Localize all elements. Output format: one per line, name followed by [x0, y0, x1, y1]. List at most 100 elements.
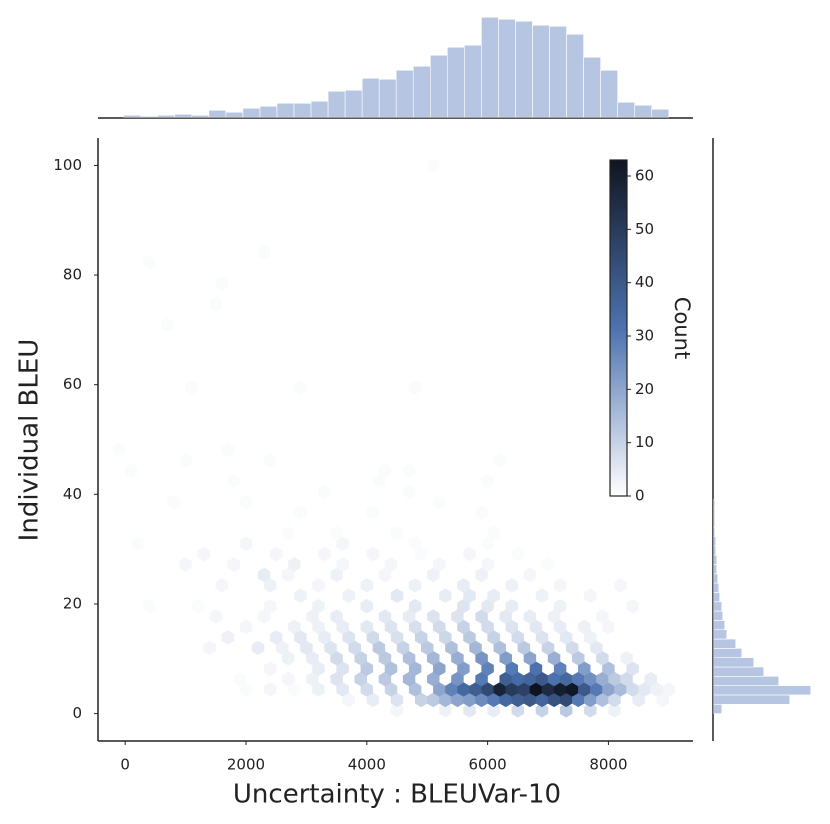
hex-cell	[276, 640, 289, 656]
hex-cell	[342, 588, 355, 603]
hex-cell	[457, 619, 470, 635]
hex-cell	[614, 682, 627, 697]
hex-cell	[578, 682, 591, 697]
right-hist-bar	[713, 620, 726, 631]
hex-cell	[360, 598, 374, 614]
hex-cell	[517, 682, 531, 697]
hex-cell	[251, 640, 265, 656]
hex-cell	[366, 505, 380, 520]
right-hist-bar	[713, 638, 737, 649]
hex-cell	[414, 630, 428, 645]
hex-cell	[626, 682, 639, 697]
hex-cell	[179, 453, 192, 468]
top-hist-bar	[242, 107, 261, 118]
hex-cell	[608, 703, 621, 718]
hex-cell	[408, 536, 422, 551]
hex-cell	[312, 661, 325, 676]
colorbar-tick-label: 0	[635, 487, 645, 505]
hex-cell	[179, 557, 192, 572]
hex-cell	[269, 546, 283, 562]
hex-cell	[288, 557, 301, 572]
hex-cell	[529, 682, 543, 697]
hex-cell	[602, 661, 615, 676]
hex-cell	[439, 703, 452, 718]
hex-cell	[475, 505, 488, 520]
hex-cell	[360, 661, 374, 676]
hex-cell	[209, 609, 223, 624]
hex-cell	[505, 619, 519, 635]
hex-cell	[590, 682, 603, 697]
hex-cell	[131, 536, 144, 551]
hex-cell	[523, 671, 537, 687]
top-hist-bar	[447, 46, 465, 118]
hex-cell	[167, 494, 180, 510]
hex-cell	[578, 619, 591, 635]
top-hist-bar	[651, 108, 670, 118]
hex-cell	[408, 598, 422, 614]
hex-cell	[469, 640, 482, 656]
hex-cell	[535, 692, 549, 708]
hex-cell	[366, 630, 380, 645]
top-hist-bar	[395, 69, 414, 118]
hex-cell	[384, 557, 398, 572]
hex-cell	[427, 671, 440, 687]
hex-cell	[487, 703, 500, 718]
top-hist-bar	[412, 65, 431, 118]
hex-cell	[257, 244, 271, 260]
hex-cell	[505, 598, 519, 614]
hex-cell	[330, 671, 343, 687]
y-tick-label: 0	[72, 704, 82, 722]
hex-cell	[584, 703, 597, 718]
top-hist-bar	[600, 69, 618, 118]
hex-cell	[439, 692, 452, 708]
hex-cell	[584, 588, 597, 603]
hex-cell	[263, 598, 277, 614]
top-hist-bar	[549, 25, 567, 118]
hex-cell	[565, 640, 579, 656]
hex-cell	[366, 546, 380, 562]
right-hist-bar	[713, 592, 721, 603]
hex-cell	[638, 682, 651, 697]
hex-cell	[565, 682, 579, 697]
right-hist-bar	[713, 573, 719, 584]
top-hist-bar	[123, 114, 142, 118]
y-tick-label: 60	[63, 375, 82, 393]
hex-cell	[330, 651, 343, 666]
hex-cell	[408, 661, 422, 676]
hex-cell	[499, 651, 512, 666]
hex-cell	[596, 671, 609, 687]
right-hist-bar	[713, 554, 718, 565]
hex-cell	[511, 703, 525, 718]
hex-cell	[330, 609, 343, 624]
hex-cell	[203, 640, 216, 656]
right-hist-bar	[713, 526, 716, 537]
hex-cell	[372, 640, 386, 656]
hex-cell	[427, 651, 440, 666]
hex-cell	[493, 682, 506, 697]
hex-cell	[584, 692, 597, 708]
hex-cell	[487, 630, 500, 645]
top-hist-bar	[634, 104, 653, 118]
hex-cell	[457, 661, 470, 676]
colorbar-tick-label: 30	[635, 327, 654, 345]
hex-cell	[608, 692, 621, 708]
colorbar-tick-label: 10	[635, 433, 654, 451]
hex-cell	[559, 692, 573, 708]
hex-cell	[312, 682, 325, 697]
hex-cell	[306, 651, 319, 666]
top-hist-bar	[583, 56, 601, 118]
colorbar-label: Count	[670, 297, 694, 359]
hex-cell	[523, 567, 537, 583]
hex-cell	[571, 651, 585, 666]
hex-cell	[360, 682, 374, 697]
top-hist-bar	[208, 109, 227, 118]
hex-cell	[427, 692, 440, 708]
hex-cell	[318, 484, 331, 499]
hex-cell	[282, 671, 295, 687]
hex-cell	[209, 296, 223, 312]
hex-cell	[523, 692, 537, 708]
hex-cell	[584, 630, 597, 645]
hex-cell	[481, 661, 494, 676]
hex-cell	[282, 567, 295, 583]
hex-cell	[354, 671, 367, 687]
